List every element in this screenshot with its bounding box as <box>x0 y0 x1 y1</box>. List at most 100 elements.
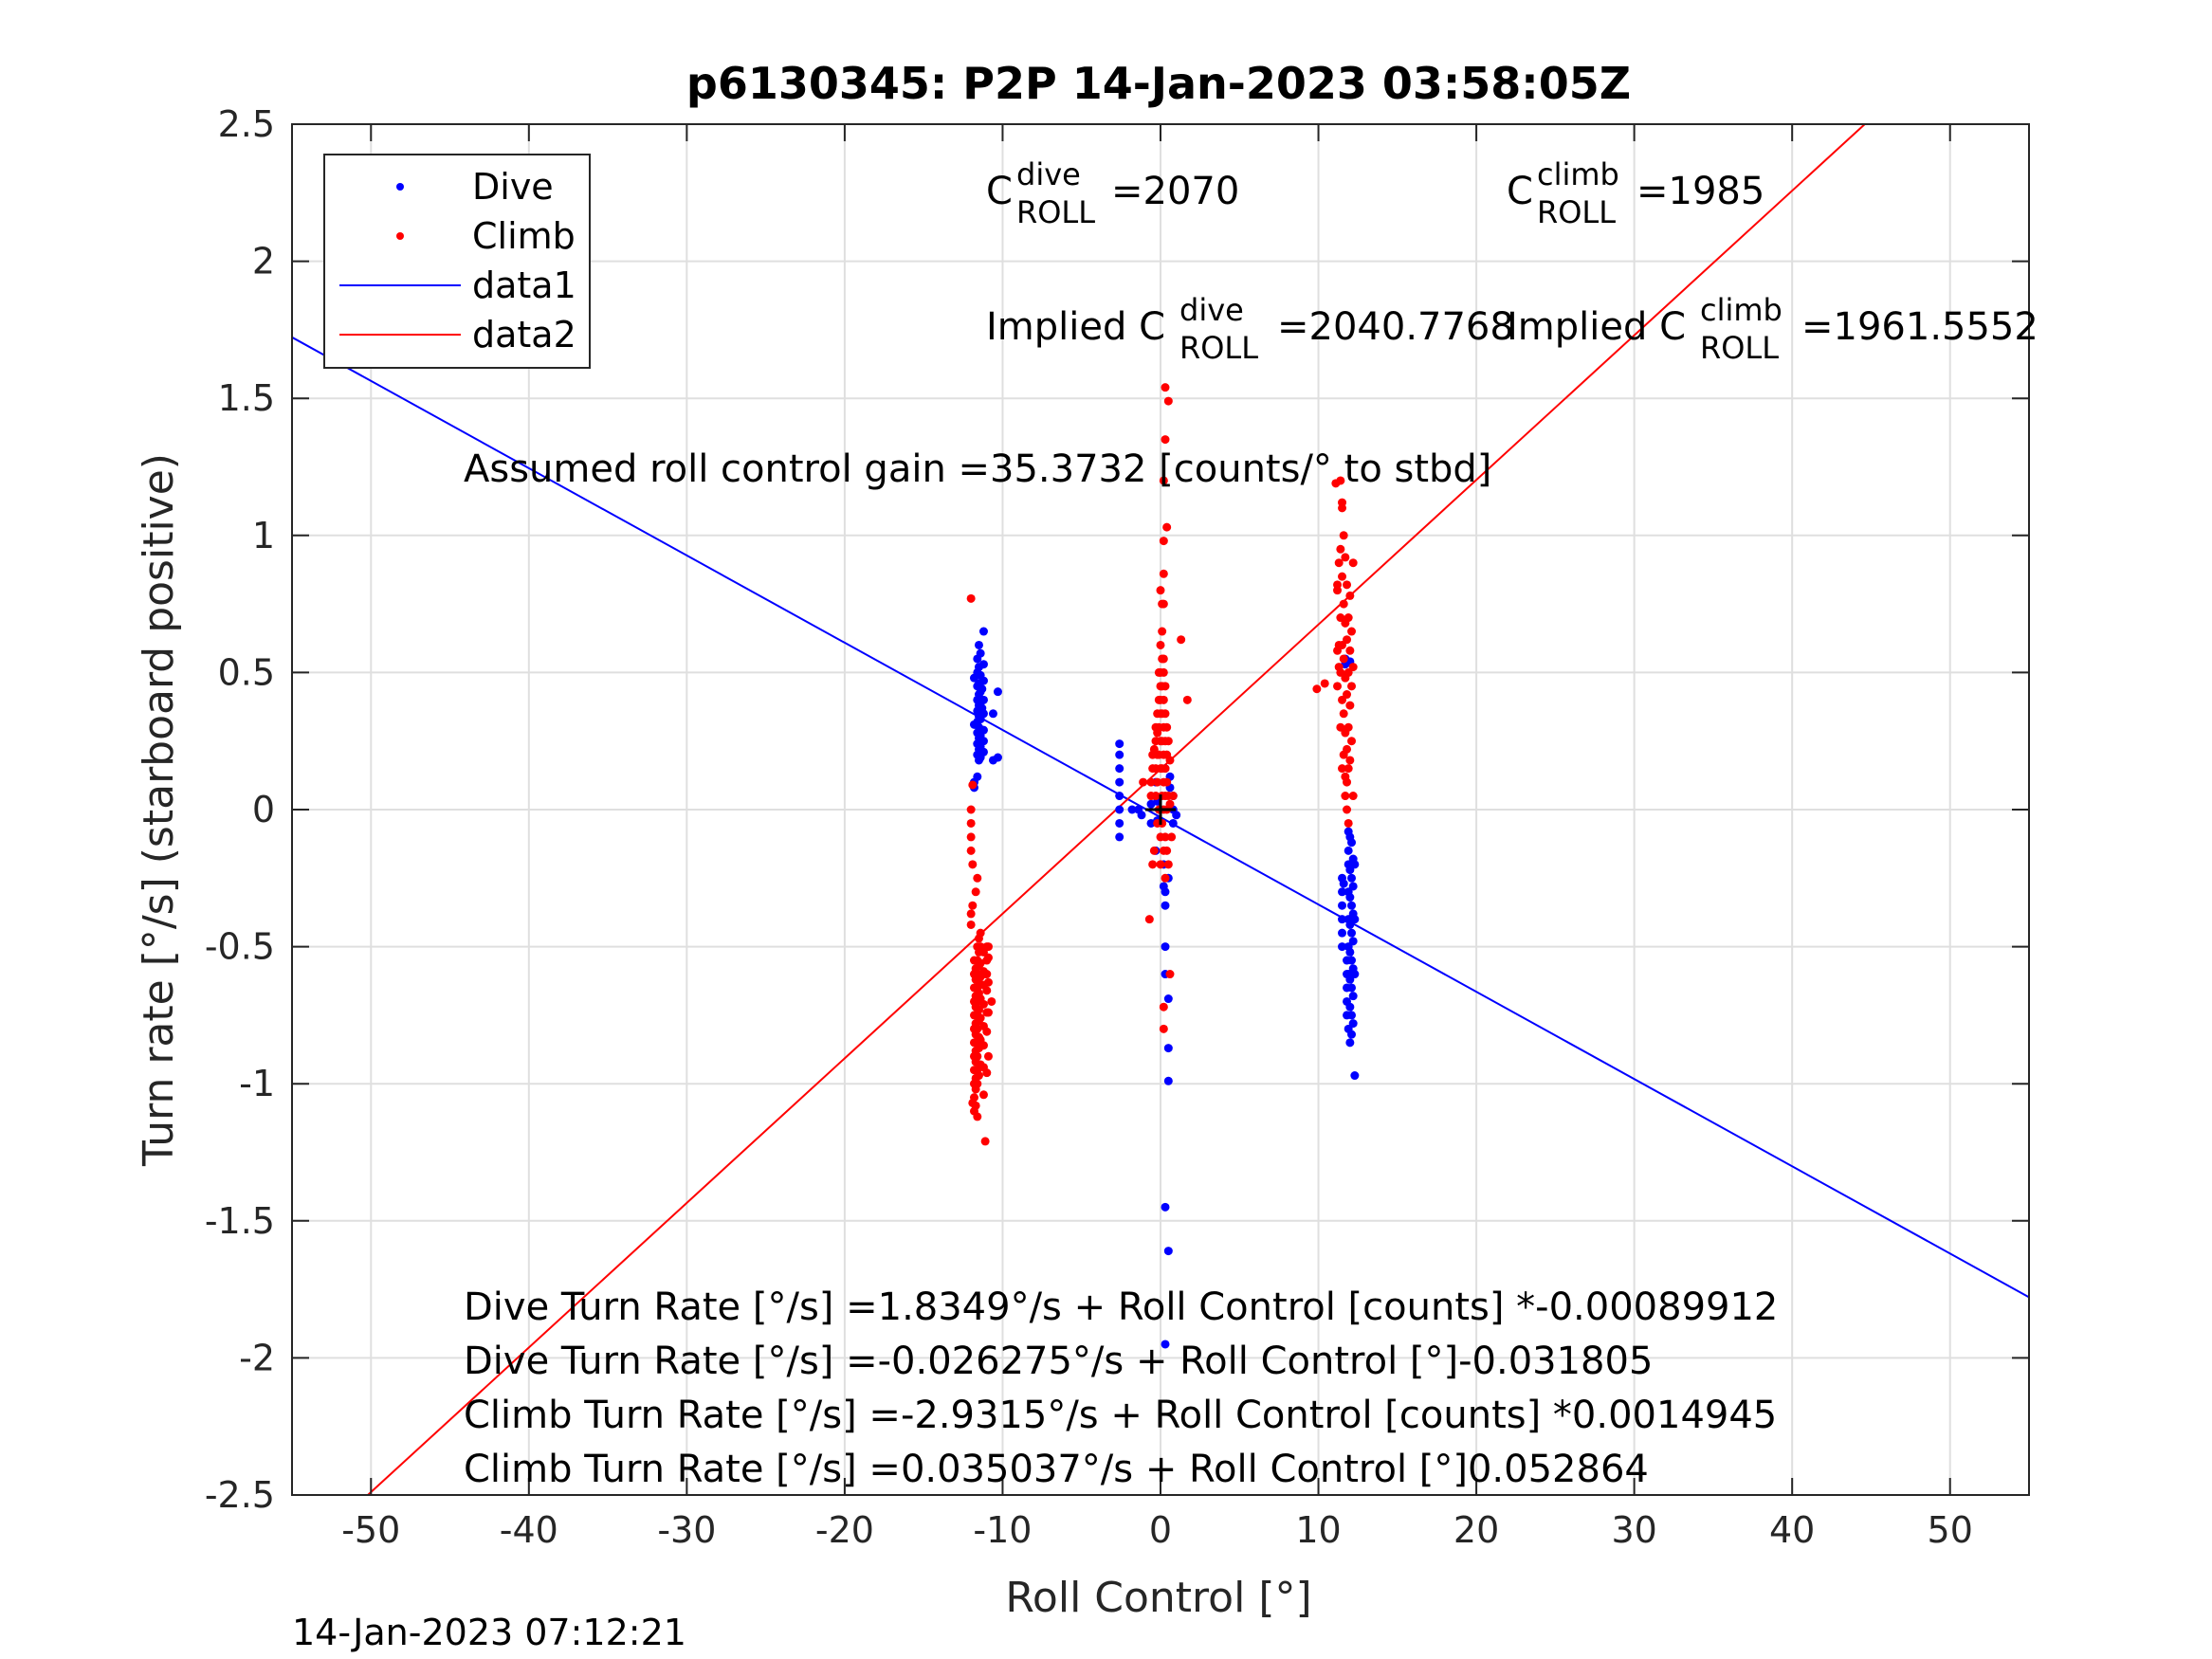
climb-point <box>1344 818 1353 828</box>
climb-point <box>1163 737 1173 746</box>
climb-point <box>978 999 988 1009</box>
climb-point <box>974 1071 983 1081</box>
climb-point <box>973 1112 982 1121</box>
x-tick-label: -20 <box>815 1509 874 1551</box>
climb-point <box>1162 777 1172 787</box>
climb-point <box>1334 640 1344 649</box>
c-roll-dive-value: =2070 <box>1111 170 1239 213</box>
dive-point <box>1338 915 1347 924</box>
dive-point <box>1115 739 1124 749</box>
dive-point <box>1115 818 1124 828</box>
climb-point <box>1161 383 1170 392</box>
climb-point <box>1165 970 1175 979</box>
dive-point <box>1347 901 1357 910</box>
c-roll-climb-annotation: C climb ROLL =1985 <box>1507 156 1764 230</box>
dive-point <box>1348 992 1358 1001</box>
y-tick-label: -1.5 <box>205 1200 275 1242</box>
y-tick-label: -0.5 <box>205 926 275 968</box>
dive-point <box>988 756 997 765</box>
x-tick-label: 40 <box>1769 1509 1815 1551</box>
climb-point <box>1343 744 1352 754</box>
legend-data1-label: data1 <box>472 264 576 306</box>
dive-point <box>1338 887 1347 897</box>
climb-point <box>1347 737 1357 746</box>
climb-point <box>1159 476 1168 485</box>
x-tick-label: -30 <box>657 1509 716 1551</box>
dive-point <box>1115 792 1124 801</box>
y-tick-label: 2 <box>252 241 275 283</box>
dive-point <box>978 660 988 669</box>
climb-point <box>1159 537 1168 546</box>
climb-point <box>1347 627 1357 636</box>
dive-point <box>1347 1030 1357 1039</box>
dive-point <box>1347 928 1357 938</box>
climb-point <box>1163 396 1173 406</box>
climb-point <box>1153 777 1162 787</box>
dive-fit-degrees: Dive Turn Rate [°/s] =-0.026275°/s + Rol… <box>464 1340 1653 1383</box>
dive-point <box>1350 915 1360 924</box>
climb-point <box>1344 722 1353 732</box>
dive-point <box>988 709 997 719</box>
dive-point <box>974 640 983 649</box>
climb-point <box>973 1079 982 1088</box>
climb-point <box>1338 498 1347 507</box>
climb-point <box>1312 684 1322 694</box>
dive-point <box>1115 777 1124 787</box>
climb-point <box>1343 690 1352 700</box>
climb-point <box>1139 777 1148 787</box>
climb-point <box>971 887 980 897</box>
dive-point <box>1161 901 1170 910</box>
print-timestamp: 14-Jan-2023 07:12:21 <box>292 1612 686 1653</box>
axis-ticks: -50 -40 -30 -20 -10 0 10 20 30 40 50 2.5 2 1.5 1 0.5 0 -0… <box>205 103 2029 1551</box>
dive-point <box>1345 947 1355 957</box>
climb-fit-degrees: Climb Turn Rate [°/s] =0.035037°/s + Rol… <box>464 1448 1649 1491</box>
dive-point <box>969 720 978 729</box>
climb-point <box>1345 646 1355 655</box>
x-tick-label: 30 <box>1611 1509 1656 1551</box>
legend-climb-marker <box>396 232 404 240</box>
x-tick-label: -10 <box>973 1509 1032 1551</box>
c-roll-dive-annotation: C dive ROLL =2070 <box>986 156 1239 230</box>
y-tick-label: 1 <box>252 515 275 556</box>
climb-point <box>1165 799 1175 809</box>
y-tick-label: -1 <box>239 1063 275 1104</box>
climb-point <box>1144 915 1154 924</box>
climb-point <box>1161 435 1170 445</box>
dive-point <box>1347 838 1357 848</box>
climb-point <box>1163 860 1173 869</box>
climb-point <box>1348 663 1358 672</box>
climb-point <box>1161 873 1170 883</box>
climb-point <box>1345 756 1355 765</box>
climb-point <box>1344 613 1353 623</box>
climb-point <box>1339 709 1348 719</box>
dive-point <box>1347 983 1357 993</box>
dive-point <box>1348 937 1358 946</box>
climb-point <box>1159 1024 1168 1033</box>
dive-point <box>978 737 988 746</box>
climb-point <box>1156 586 1165 595</box>
climb-point <box>1320 679 1329 688</box>
climb-point <box>1339 654 1348 664</box>
implied-dive-main: Implied C <box>986 305 1165 349</box>
x-tick-label: 50 <box>1928 1509 1973 1551</box>
climb-point <box>983 942 993 952</box>
climb-point <box>976 1013 985 1023</box>
climb-point <box>987 996 996 1006</box>
dive-point <box>1163 1076 1173 1085</box>
implied-climb-value: =1961.5552 <box>1801 305 2038 349</box>
dive-point <box>1163 994 1173 1004</box>
climb-point <box>1161 764 1170 774</box>
implied-climb-main: Implied C <box>1507 305 1686 349</box>
y-tick-label: 0.5 <box>218 651 275 693</box>
svg-text:C: C <box>1507 170 1533 213</box>
dive-point <box>978 684 987 694</box>
climb-point <box>982 986 992 995</box>
x-tick-label: -40 <box>500 1509 558 1551</box>
y-axis-label: Turn rate [°/s] (starboard positive) <box>135 453 183 1167</box>
dive-point <box>1137 811 1146 820</box>
c-roll-climb-sub: ROLL <box>1537 194 1616 230</box>
climb-point <box>1159 695 1168 704</box>
x-tick-label: 20 <box>1453 1509 1499 1551</box>
implied-climb-sup: climb <box>1700 292 1782 328</box>
dive-point <box>978 627 988 636</box>
